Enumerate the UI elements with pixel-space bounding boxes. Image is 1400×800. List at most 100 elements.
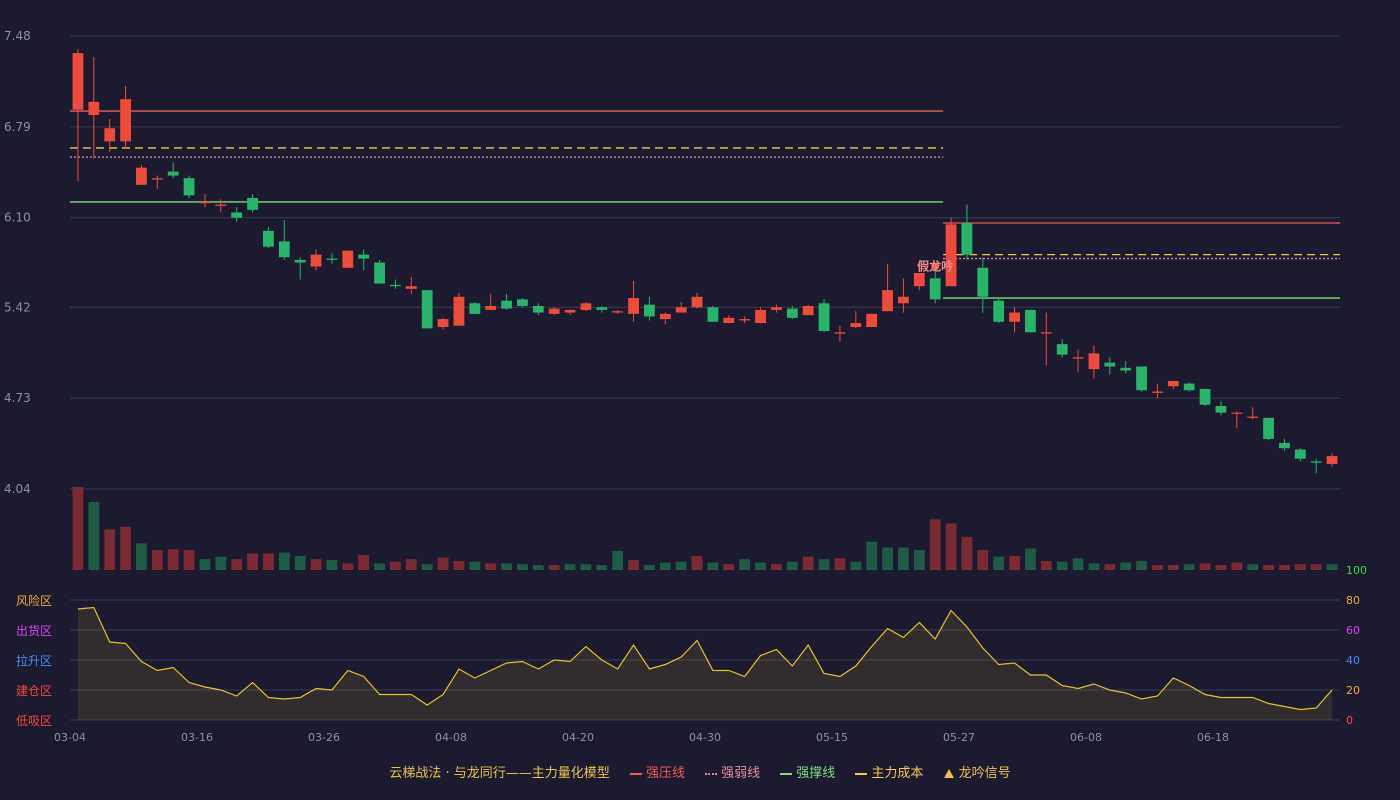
candle-body <box>405 286 417 289</box>
candle-body <box>1326 456 1338 464</box>
volume-bar <box>993 556 1005 570</box>
volume-bar <box>183 550 195 570</box>
candle-body <box>802 305 814 316</box>
volume-bar <box>136 543 147 570</box>
volume-bar <box>231 559 243 570</box>
date-tick-label: 05-27 <box>943 731 975 744</box>
candle-body <box>294 259 306 263</box>
volume-bar <box>263 553 274 570</box>
volume-bar <box>1088 563 1100 570</box>
candle-body <box>1167 381 1179 387</box>
candle-body <box>215 204 227 206</box>
date-tick-label: 06-08 <box>1070 731 1102 744</box>
candle-body <box>1040 332 1052 334</box>
volume-bar <box>659 562 671 570</box>
candle-body <box>437 319 449 328</box>
candle-body <box>310 254 322 267</box>
zone-label: 低吸区 <box>16 714 52 728</box>
volume-bar <box>628 560 639 570</box>
volume-bar <box>802 556 814 570</box>
legend-item-strong-pressure[interactable]: 强压线 <box>629 762 685 781</box>
volume-bar <box>358 555 370 570</box>
candle-body <box>755 309 766 324</box>
candle-body <box>977 267 989 297</box>
legend-item-strength-line[interactable]: 强弱线 <box>705 762 760 781</box>
candle-body <box>136 167 147 185</box>
indicator-tick-label: 20 <box>1346 684 1360 697</box>
legend-swatch <box>855 772 868 775</box>
legend-swatch <box>780 772 793 775</box>
volume-bar <box>247 553 258 570</box>
candle-body <box>1025 309 1036 333</box>
signal-dot <box>931 262 940 271</box>
candle-body <box>850 323 862 328</box>
volume-bar <box>691 555 703 570</box>
candle-body <box>564 309 576 313</box>
volume-bar <box>310 559 322 570</box>
volume-bar <box>818 559 830 570</box>
legend-item-support-line[interactable]: 强撑线 <box>780 762 835 781</box>
signal-label: 假龙吟 <box>917 258 953 273</box>
candle-body <box>818 303 830 331</box>
volume-bar <box>675 561 687 570</box>
volume-bar <box>898 547 909 570</box>
candle-body <box>548 308 560 314</box>
volume-bar <box>1009 555 1020 570</box>
overlay-lines <box>70 110 1340 299</box>
date-tick-label: 06-18 <box>1197 731 1229 744</box>
volume-bar <box>564 564 576 570</box>
candle-body <box>485 305 497 310</box>
candle-body <box>691 296 703 308</box>
candle-body <box>786 308 798 318</box>
candle-body <box>675 307 687 313</box>
volume-bar <box>485 563 497 570</box>
volume-bar <box>850 561 862 570</box>
volume-bars <box>72 487 1338 570</box>
candle-body <box>469 303 481 314</box>
candle-body <box>1279 442 1290 449</box>
candle-body <box>580 303 592 310</box>
volume-bar <box>1215 565 1227 570</box>
volume-bar <box>1025 548 1036 570</box>
volume-bar <box>834 558 846 570</box>
volume-bar <box>1263 565 1274 570</box>
volume-bar <box>739 559 751 570</box>
candle-body <box>390 284 401 287</box>
volume-bar <box>707 562 719 570</box>
date-tick-label: 03-26 <box>308 731 340 744</box>
candle-body <box>247 197 258 210</box>
indicator-tick-label: 40 <box>1346 654 1360 667</box>
volume-bar <box>120 526 131 570</box>
volume-bar <box>548 565 560 570</box>
volume-bar <box>1183 564 1195 570</box>
legend-item-main-cost[interactable]: 主力成本 <box>855 762 923 781</box>
candle-body <box>1104 362 1116 367</box>
candle-body <box>1088 353 1100 370</box>
legend-item-dragon-signal[interactable]: 龙吟信号 <box>943 762 1011 781</box>
candle-body <box>263 230 274 247</box>
volume-bar <box>1104 564 1116 570</box>
candle-body <box>151 178 163 180</box>
candle-body <box>1310 461 1322 463</box>
candle-body <box>945 224 957 287</box>
candle-body <box>183 178 195 196</box>
candle-body <box>1136 366 1147 391</box>
candle-body <box>723 317 735 324</box>
indicator-area <box>77 607 1333 720</box>
candle-body <box>1247 416 1259 418</box>
indicator-tick-label: 60 <box>1346 624 1360 637</box>
volume-bar <box>1136 560 1147 570</box>
candle-body <box>1294 449 1306 459</box>
volume-bar <box>390 561 401 570</box>
candle-body <box>866 313 878 328</box>
candle-body <box>501 300 512 309</box>
volume-bar <box>945 523 957 570</box>
candle-body <box>1183 383 1195 391</box>
volume-bar <box>405 559 417 570</box>
candle-body <box>596 307 608 310</box>
candle-body <box>898 296 909 304</box>
volume-bar <box>755 562 766 570</box>
indicator-tick-label: 100 <box>1346 564 1367 577</box>
volume-bar <box>882 547 893 570</box>
